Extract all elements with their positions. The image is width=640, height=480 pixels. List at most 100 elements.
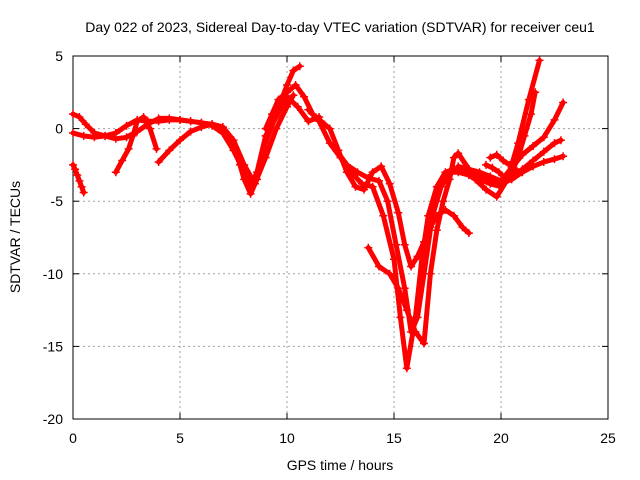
data-point-marker [512,165,520,174]
series-track-9 [364,149,568,348]
data-point-marker [482,185,490,194]
data-point-marker [133,117,142,126]
data-point-marker [139,113,148,121]
data-point-marker [527,110,535,119]
data-point-marker [208,120,217,129]
data-point-marker [293,102,302,111]
plot-frame [72,55,609,420]
data-point-marker [300,92,309,101]
series-track-12 [486,150,520,174]
data-point-marker [501,174,510,182]
data-point-marker [492,150,501,159]
data-point-marker [165,146,174,155]
data-point-marker [283,102,291,111]
data-point-marker [283,81,291,89]
data-point-marker [79,188,88,197]
data-point-marker [122,133,131,142]
data-point-marker [539,147,548,156]
data-point-marker [531,88,540,97]
data-point-marker [289,66,298,75]
data-point-marker [383,197,392,206]
data-point-marker [454,149,463,158]
data-point-marker [428,211,437,220]
data-point-marker [556,136,565,145]
data-point-marker [283,88,291,97]
y-tick-label: -5 [51,193,64,209]
data-point-marker [420,339,428,348]
data-point-marker [392,240,401,249]
data-point-marker [497,176,505,185]
data-point-marker [77,182,86,191]
data-point-marker [559,98,568,107]
data-point-marker [439,197,448,206]
data-point-marker [261,124,270,133]
data-point-marker [272,124,281,133]
data-point-marker [550,115,559,124]
x-axis-label: GPS time / hours [287,457,394,473]
data-point-marker [539,133,548,142]
series-track-2 [69,92,324,191]
data-point-marker [274,95,283,104]
data-point-marker [449,211,458,220]
data-point-marker [535,56,544,65]
series-track-3 [69,160,88,197]
data-point-marker [315,117,324,126]
data-point-marker [75,113,84,121]
data-point-marker [357,179,366,188]
data-point-marker [73,171,82,180]
data-point-marker [272,113,281,121]
data-point-marker [229,136,238,145]
data-point-marker [514,153,523,162]
data-point-marker [79,131,88,140]
x-tick-label: 25 [600,430,616,446]
data-point-marker [379,211,388,220]
data-point-marker [475,168,484,177]
data-point-marker [407,262,416,271]
y-axis-label: SDTVAR / TECUs [7,181,23,293]
data-point-marker [445,175,454,184]
data-point-marker [550,139,559,148]
series-band [156,92,296,187]
data-point-marker [81,120,90,129]
data-point-marker [90,133,99,142]
data-point-marker [111,168,120,177]
data-point-marker [69,129,77,137]
data-point-marker [482,160,490,169]
x-tick-labels: 0 5 10 15 20 25 [69,430,616,446]
data-point-marker [385,179,394,188]
x-tick-label: 5 [176,430,184,446]
data-point-marker [304,105,313,114]
series-track-4 [111,113,161,177]
data-point-marker [218,123,227,132]
x-tick-label: 10 [279,430,295,446]
data-point-marker [432,226,441,235]
data-point-marker [186,127,195,136]
data-point-marker [494,168,503,177]
data-point-marker [364,243,373,252]
data-point-marker [240,160,249,169]
y-tick-labels: -20 -15 -10 -5 0 5 [43,48,63,427]
data-point-marker [458,223,467,232]
data-point-marker [464,165,473,174]
data-point-marker [124,144,133,153]
data-point-marker [411,327,420,336]
data-point-marker [146,124,154,133]
data-point-marker [118,156,127,165]
data-point-marker [325,124,334,133]
data-point-marker [539,158,548,166]
data-point-marker [101,131,110,140]
data-point-marker [342,160,351,169]
data-point-marker [488,163,497,172]
data-point-marker [520,131,529,140]
x-tick-label: 0 [69,430,77,446]
data-point-marker [385,269,394,278]
data-point-marker [377,162,386,171]
data-point-marker [111,134,120,143]
data-point-marker [69,110,77,119]
data-point-marker [368,182,377,191]
data-point-marker [289,91,298,100]
data-point-marker [375,262,383,271]
data-point-marker [250,179,259,188]
data-point-marker [486,172,495,181]
